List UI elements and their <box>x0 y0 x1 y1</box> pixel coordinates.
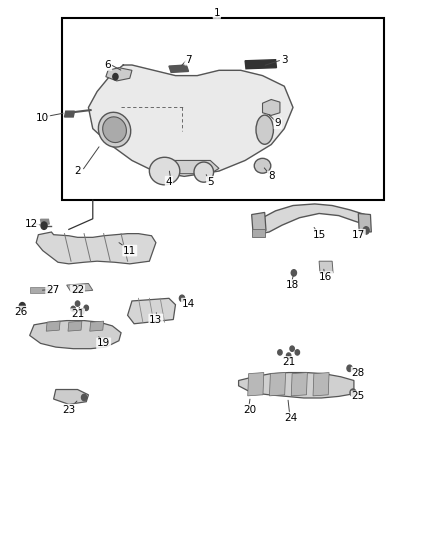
Text: 28: 28 <box>352 368 365 377</box>
Circle shape <box>350 389 356 397</box>
Polygon shape <box>30 320 121 349</box>
Text: 5: 5 <box>207 176 214 187</box>
Circle shape <box>84 305 88 311</box>
Polygon shape <box>46 321 60 331</box>
Polygon shape <box>291 373 307 396</box>
Text: 25: 25 <box>352 391 365 401</box>
Circle shape <box>363 227 369 234</box>
Polygon shape <box>30 287 51 293</box>
Polygon shape <box>127 298 176 324</box>
Polygon shape <box>158 160 219 174</box>
Text: 12: 12 <box>25 219 39 229</box>
Text: 15: 15 <box>312 230 326 240</box>
Polygon shape <box>269 373 286 396</box>
Circle shape <box>347 365 352 372</box>
Polygon shape <box>53 390 88 405</box>
Circle shape <box>80 309 84 314</box>
Polygon shape <box>262 100 280 115</box>
Circle shape <box>19 303 25 310</box>
Ellipse shape <box>254 158 271 173</box>
Text: 23: 23 <box>62 405 75 415</box>
Polygon shape <box>239 373 354 398</box>
Text: 4: 4 <box>166 176 172 187</box>
Text: 21: 21 <box>71 309 84 319</box>
Polygon shape <box>41 219 49 224</box>
Text: 17: 17 <box>352 230 365 240</box>
Text: 21: 21 <box>282 357 295 367</box>
Polygon shape <box>252 229 265 237</box>
Polygon shape <box>169 65 188 72</box>
Ellipse shape <box>149 157 180 185</box>
Text: 26: 26 <box>14 306 28 317</box>
Polygon shape <box>245 60 276 69</box>
Polygon shape <box>358 214 371 232</box>
Text: 1: 1 <box>213 8 220 18</box>
Text: 14: 14 <box>182 298 195 309</box>
Circle shape <box>290 346 294 351</box>
Polygon shape <box>106 68 132 81</box>
Text: 24: 24 <box>284 413 297 423</box>
Ellipse shape <box>194 162 214 182</box>
Circle shape <box>75 301 80 306</box>
Circle shape <box>180 295 185 302</box>
Polygon shape <box>90 321 104 331</box>
Polygon shape <box>313 373 329 396</box>
Text: 7: 7 <box>185 55 192 64</box>
Polygon shape <box>36 232 156 264</box>
Circle shape <box>113 74 118 80</box>
Polygon shape <box>252 213 266 232</box>
Text: 3: 3 <box>281 55 288 64</box>
Text: 16: 16 <box>319 272 332 282</box>
Circle shape <box>81 394 87 401</box>
Polygon shape <box>68 321 82 331</box>
Circle shape <box>291 270 297 276</box>
Text: 9: 9 <box>275 118 281 128</box>
Text: 10: 10 <box>36 113 49 123</box>
Circle shape <box>278 350 282 355</box>
Circle shape <box>71 306 75 312</box>
Text: 8: 8 <box>268 172 275 181</box>
Polygon shape <box>88 65 293 176</box>
Polygon shape <box>248 373 264 396</box>
Polygon shape <box>67 284 93 292</box>
Text: 11: 11 <box>123 246 136 256</box>
Polygon shape <box>64 111 74 117</box>
Polygon shape <box>254 204 367 233</box>
Circle shape <box>41 222 47 229</box>
Text: 18: 18 <box>286 280 299 290</box>
Polygon shape <box>319 261 333 273</box>
Ellipse shape <box>99 112 131 147</box>
Ellipse shape <box>256 115 273 144</box>
Text: 20: 20 <box>243 405 256 415</box>
Circle shape <box>295 350 300 355</box>
Text: 22: 22 <box>71 285 84 295</box>
Text: 6: 6 <box>105 60 111 70</box>
Ellipse shape <box>102 117 127 142</box>
Text: 27: 27 <box>46 285 60 295</box>
Text: 2: 2 <box>74 166 81 176</box>
Bar <box>62 18 385 200</box>
Text: 13: 13 <box>149 314 162 325</box>
Text: 19: 19 <box>97 338 110 349</box>
Circle shape <box>286 353 291 358</box>
